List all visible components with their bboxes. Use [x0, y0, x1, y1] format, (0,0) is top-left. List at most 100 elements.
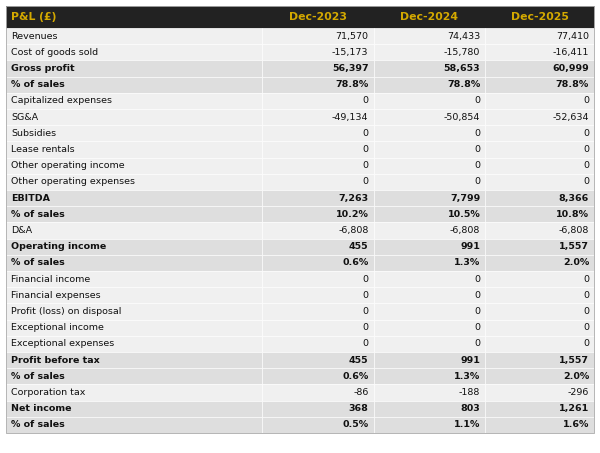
Bar: [262, 44, 373, 60]
Text: 10.8%: 10.8%: [556, 210, 589, 219]
Bar: [6, 44, 262, 60]
Text: D&A: D&A: [11, 226, 32, 235]
Text: 1.6%: 1.6%: [563, 420, 589, 429]
Text: 0: 0: [583, 129, 589, 138]
Bar: [485, 174, 594, 190]
Bar: [6, 60, 262, 77]
Bar: [373, 271, 485, 287]
Bar: [262, 28, 373, 44]
Bar: [262, 255, 373, 271]
Text: 77,410: 77,410: [556, 32, 589, 41]
Text: 10.2%: 10.2%: [335, 210, 368, 219]
Bar: [6, 109, 262, 125]
Bar: [485, 28, 594, 44]
Text: 0: 0: [583, 178, 589, 186]
Text: 0: 0: [362, 178, 368, 186]
Text: 368: 368: [349, 404, 368, 413]
Text: 0: 0: [474, 275, 480, 284]
Bar: [6, 400, 262, 417]
Bar: [485, 77, 594, 93]
Text: Gross profit: Gross profit: [11, 64, 74, 73]
Text: % of sales: % of sales: [11, 210, 65, 219]
Bar: [485, 206, 594, 222]
Text: 455: 455: [349, 356, 368, 365]
Bar: [6, 28, 262, 44]
Text: 2.0%: 2.0%: [563, 372, 589, 381]
Text: 0.5%: 0.5%: [343, 420, 368, 429]
Bar: [485, 44, 594, 60]
Text: -16,411: -16,411: [553, 48, 589, 57]
Text: 8,366: 8,366: [559, 193, 589, 202]
Text: Exceptional expenses: Exceptional expenses: [11, 339, 114, 348]
Text: % of sales: % of sales: [11, 372, 65, 381]
Text: 0: 0: [362, 339, 368, 348]
Text: 58,653: 58,653: [443, 64, 480, 73]
Text: 0.6%: 0.6%: [342, 372, 368, 381]
Text: -49,134: -49,134: [332, 113, 368, 121]
Bar: [373, 368, 485, 385]
Text: 803: 803: [460, 404, 480, 413]
Text: -6,808: -6,808: [338, 226, 368, 235]
Text: Dec-2024: Dec-2024: [400, 12, 458, 22]
Bar: [485, 255, 594, 271]
Text: 0: 0: [474, 291, 480, 300]
Text: 0: 0: [583, 323, 589, 332]
Bar: [373, 255, 485, 271]
Bar: [262, 206, 373, 222]
Bar: [485, 190, 594, 206]
Text: Capitalized expenses: Capitalized expenses: [11, 96, 112, 106]
Text: -50,854: -50,854: [444, 113, 480, 121]
Bar: [485, 271, 594, 287]
Text: P&L (£): P&L (£): [11, 12, 56, 22]
Text: -15,780: -15,780: [444, 48, 480, 57]
Text: 0: 0: [583, 161, 589, 170]
Text: 0: 0: [583, 96, 589, 106]
Bar: [485, 417, 594, 433]
Text: 0: 0: [362, 161, 368, 170]
Text: 0: 0: [583, 145, 589, 154]
Bar: [6, 6, 262, 28]
Text: Other operating expenses: Other operating expenses: [11, 178, 135, 186]
Text: 56,397: 56,397: [332, 64, 368, 73]
Text: 7,263: 7,263: [338, 193, 368, 202]
Text: 60,999: 60,999: [552, 64, 589, 73]
Text: Financial income: Financial income: [11, 275, 90, 284]
Text: SG&A: SG&A: [11, 113, 38, 121]
Bar: [485, 368, 594, 385]
Bar: [262, 336, 373, 352]
Bar: [262, 368, 373, 385]
Bar: [485, 385, 594, 400]
Bar: [373, 417, 485, 433]
Bar: [6, 158, 262, 174]
Bar: [6, 271, 262, 287]
Text: Exceptional income: Exceptional income: [11, 323, 104, 332]
Bar: [262, 287, 373, 304]
Text: 1,557: 1,557: [559, 242, 589, 251]
Bar: [373, 304, 485, 320]
Text: Dec-2023: Dec-2023: [289, 12, 347, 22]
Bar: [6, 125, 262, 141]
Text: Profit before tax: Profit before tax: [11, 356, 100, 365]
Bar: [6, 77, 262, 93]
Bar: [485, 6, 594, 28]
Bar: [373, 93, 485, 109]
Text: 0: 0: [362, 291, 368, 300]
Text: 1.3%: 1.3%: [454, 258, 480, 267]
Bar: [373, 287, 485, 304]
Bar: [485, 336, 594, 352]
Bar: [262, 320, 373, 336]
Text: 0: 0: [474, 339, 480, 348]
Text: -296: -296: [568, 388, 589, 397]
Text: 10.5%: 10.5%: [448, 210, 480, 219]
Bar: [262, 417, 373, 433]
Bar: [262, 158, 373, 174]
Text: 0: 0: [362, 145, 368, 154]
Text: Other operating income: Other operating income: [11, 161, 125, 170]
Text: Net income: Net income: [11, 404, 71, 413]
Bar: [6, 239, 262, 255]
Text: Cost of goods sold: Cost of goods sold: [11, 48, 98, 57]
Bar: [373, 336, 485, 352]
Bar: [373, 60, 485, 77]
Bar: [485, 158, 594, 174]
Bar: [262, 109, 373, 125]
